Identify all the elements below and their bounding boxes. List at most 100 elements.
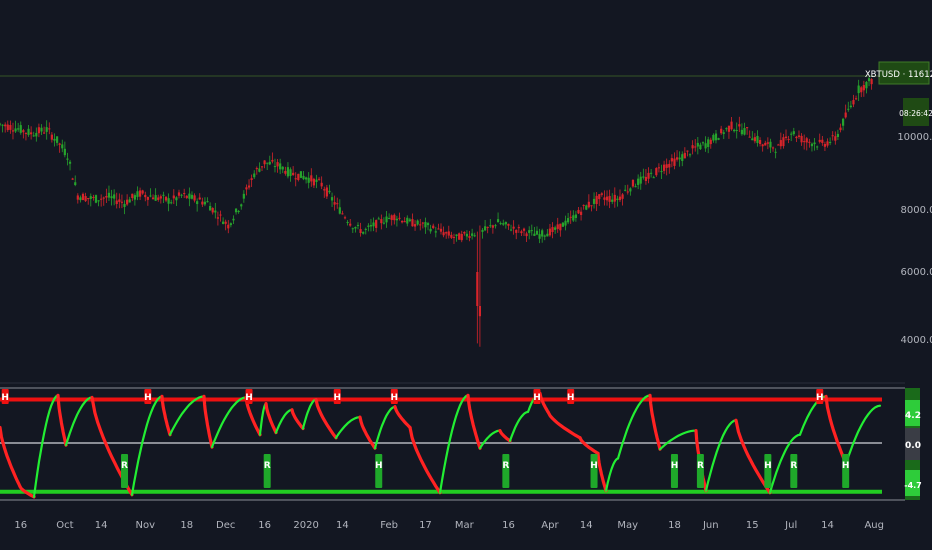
y-tick-label: 10000.0 <box>897 132 932 143</box>
candle-body <box>795 136 798 139</box>
candle-body <box>797 135 801 137</box>
candle-body <box>68 161 72 164</box>
candle-body <box>764 142 767 146</box>
candle-body <box>740 129 744 135</box>
candle-body <box>476 272 479 306</box>
candle-body <box>232 218 235 221</box>
y-tick-label: 8000.0 <box>901 205 932 216</box>
candle-body <box>419 224 422 226</box>
oscillator-falling-segment <box>0 425 22 489</box>
candle-body <box>201 201 204 205</box>
candle-body <box>769 141 772 148</box>
candle-body <box>258 168 261 172</box>
oscillator-falling-segment <box>358 415 377 450</box>
candle-body <box>665 164 668 168</box>
price-pane[interactable] <box>0 75 882 347</box>
candle-body <box>30 132 33 135</box>
bottom-signal-marker: H <box>590 454 598 488</box>
x-tick-label: Oct <box>56 520 73 531</box>
x-tick-label: Nov <box>136 520 156 531</box>
candle-body <box>413 224 417 227</box>
bottom-signal-marker: H <box>375 454 383 488</box>
candle-body <box>87 198 90 200</box>
oscillator-pane[interactable]: H H H H H H H H R R H R H H R H R H 4.2 0.0 -4.7 <box>0 387 922 501</box>
candle-body <box>644 176 648 181</box>
candle-body <box>351 228 354 230</box>
candle-body <box>458 233 461 240</box>
oscillator-rising-segment <box>168 395 206 436</box>
candle-body <box>302 175 305 180</box>
candle-body <box>507 223 510 226</box>
candle-body <box>214 210 217 213</box>
candle-body <box>17 128 20 130</box>
candle-body <box>110 196 113 199</box>
candle-body <box>579 211 583 215</box>
x-tick-label: 18 <box>668 520 681 531</box>
candle-body <box>92 196 95 198</box>
x-tick-label: 16 <box>258 520 271 531</box>
candle-body <box>113 194 116 199</box>
oscillator-rising-segment <box>301 398 318 430</box>
candle-body <box>743 128 746 135</box>
candle-body <box>611 199 614 202</box>
candle-body <box>330 197 334 201</box>
candle-body <box>172 195 175 199</box>
candle-body <box>107 192 111 198</box>
oscillator-falling-segment <box>264 402 278 435</box>
candle-body <box>756 135 759 144</box>
candle-body <box>823 143 827 147</box>
candle-body <box>216 217 220 219</box>
candle-body <box>193 195 196 201</box>
candle-body <box>722 132 725 134</box>
candle-body <box>512 226 515 229</box>
candle-body <box>852 100 855 105</box>
oscillator-falling-segment <box>498 429 512 443</box>
oscillator-rising-segment <box>704 419 738 492</box>
candle-body <box>294 178 297 180</box>
candle-body <box>128 199 131 203</box>
candle-body <box>250 178 253 180</box>
middle-level-label: 0.0 <box>905 441 921 451</box>
candle-body <box>701 142 705 144</box>
candle-body <box>834 136 837 141</box>
upper-level-label: 4.2 <box>905 411 921 421</box>
oscillator-rising-segment <box>373 405 397 450</box>
bottom-signal-label: H <box>375 461 383 471</box>
candle-body <box>299 171 303 178</box>
time-x-axis[interactable]: 16 Oct 14 Nov 18 Dec 16 2020 14 Feb 17 Mar 16 Apr 14 Ma… <box>14 520 884 531</box>
candle-body <box>465 233 469 237</box>
price-y-axis[interactable]: 10000.0 8000.0 6000.0 4000.0 <box>897 132 932 346</box>
candle-body <box>11 130 15 132</box>
candle-body <box>538 234 541 239</box>
candle-body <box>761 144 764 147</box>
candle-body <box>209 206 212 211</box>
candle-body <box>803 141 806 143</box>
candle-body <box>79 197 82 201</box>
candle-body <box>131 193 134 199</box>
candle-body <box>445 232 448 234</box>
top-signal-label: H <box>144 393 152 403</box>
candle-body <box>426 223 430 226</box>
candle-body <box>499 223 502 225</box>
oscillator-falling-segment <box>546 410 582 440</box>
candle-body <box>123 203 126 207</box>
candle-body <box>484 226 487 231</box>
oscillator-falling-segment <box>596 451 608 493</box>
candle-body <box>198 197 201 200</box>
candle-body <box>253 173 256 178</box>
candle-body <box>105 195 108 198</box>
candle-body <box>829 142 832 144</box>
candle-body <box>260 166 264 168</box>
candle-body <box>657 167 661 169</box>
candle-body <box>183 193 186 195</box>
candle-body <box>595 195 598 205</box>
candle-body <box>307 177 310 183</box>
candle-body <box>598 194 601 200</box>
candle-body <box>55 136 59 143</box>
candle-body <box>746 127 749 129</box>
oscillator-falling-segment <box>160 394 172 437</box>
x-tick-label: Jun <box>702 520 719 531</box>
top-signal-label: H <box>391 393 399 403</box>
candle-body <box>219 214 222 216</box>
